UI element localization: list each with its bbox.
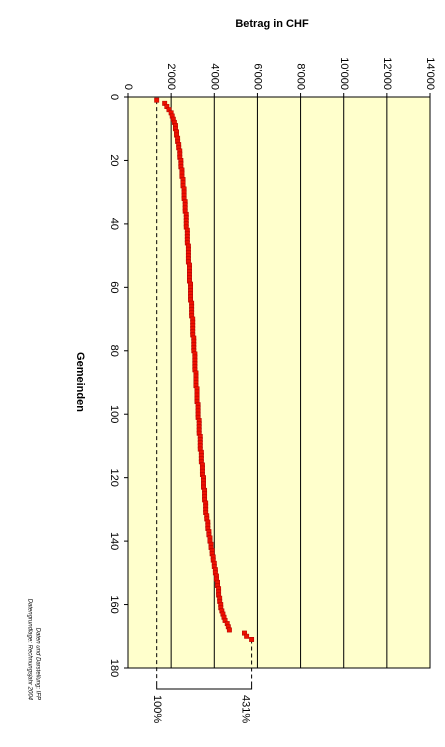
value-tick-label: 4'000	[208, 63, 220, 90]
source-line: Datengrundlage: Rechnungsjahr 2004	[26, 599, 32, 701]
x-axis-title: Gemeinden	[74, 352, 86, 412]
value-tick-label: 2'000	[165, 63, 177, 90]
x-tick-label: 140	[108, 532, 120, 550]
value-tick-label: 14'000	[424, 57, 436, 90]
value-axis-title: Betrag in CHF	[235, 18, 309, 30]
value-tick-label: 0	[122, 84, 134, 90]
x-tick-label: 100	[108, 405, 120, 423]
value-tick-label: 12'000	[381, 57, 393, 90]
data-point	[244, 633, 250, 639]
annotation: 431%	[240, 695, 252, 723]
source-line: Daten und Darstellung: IFP	[34, 628, 40, 700]
x-tick-label: 120	[108, 468, 120, 486]
x-tick-label: 160	[108, 595, 120, 613]
x-tick-label: 80	[108, 345, 120, 357]
value-tick-label: 8'000	[295, 63, 307, 90]
data-point	[154, 97, 160, 103]
x-tick-label: 20	[108, 154, 120, 166]
annotation: 100%	[151, 695, 163, 723]
value-tick-label: 6'000	[252, 63, 264, 90]
plot-area	[127, 96, 431, 669]
x-tick-label: 0	[108, 94, 120, 100]
bracket	[156, 685, 253, 690]
x-tick-label: 180	[108, 659, 120, 677]
x-tick-label: 60	[108, 281, 120, 293]
x-tick-label: 40	[108, 218, 120, 230]
data-point	[226, 627, 232, 633]
value-tick-label: 10'000	[338, 57, 350, 90]
data-point	[249, 637, 255, 642]
